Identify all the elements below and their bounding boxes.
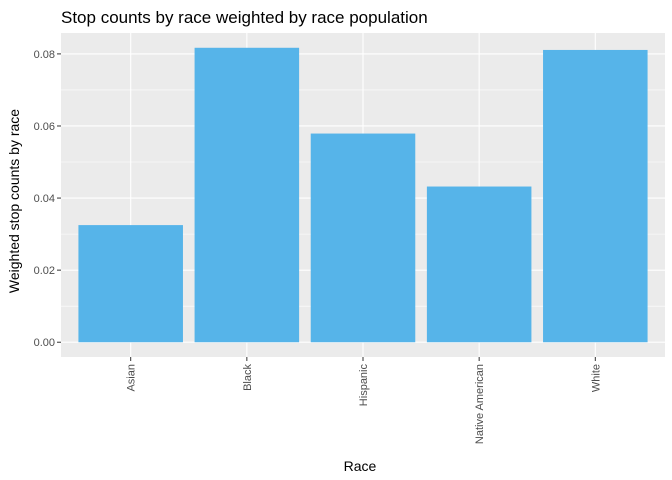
- bar-native-american: [426, 186, 532, 343]
- x-tick-label: Asian: [126, 364, 138, 392]
- bar-hispanic: [310, 133, 416, 343]
- y-axis: 0.00 0.02 0.04 0.06 0.08: [34, 49, 61, 349]
- x-axis-title: Race: [344, 458, 377, 474]
- y-tick-label: 0.06: [34, 121, 55, 133]
- y-tick-label: 0.00: [34, 337, 55, 349]
- y-tick-label: 0.04: [34, 193, 55, 205]
- bar-white: [543, 49, 648, 343]
- bars: [78, 47, 648, 343]
- x-tick-label: Hispanic: [358, 364, 370, 407]
- x-tick-label: Black: [242, 364, 254, 391]
- chart-title: Stop counts by race weighted by race pop…: [61, 8, 428, 27]
- x-tick-label: White: [590, 364, 602, 392]
- y-tick-label: 0.02: [34, 265, 55, 277]
- x-axis: Asian Black Hispanic Native American White: [126, 357, 602, 444]
- x-tick-label: Native American: [474, 364, 486, 444]
- y-axis-title: Weighted stop counts by race: [6, 109, 22, 293]
- y-tick-label: 0.08: [34, 49, 55, 61]
- bar-black: [194, 47, 300, 343]
- bar-asian: [78, 225, 183, 343]
